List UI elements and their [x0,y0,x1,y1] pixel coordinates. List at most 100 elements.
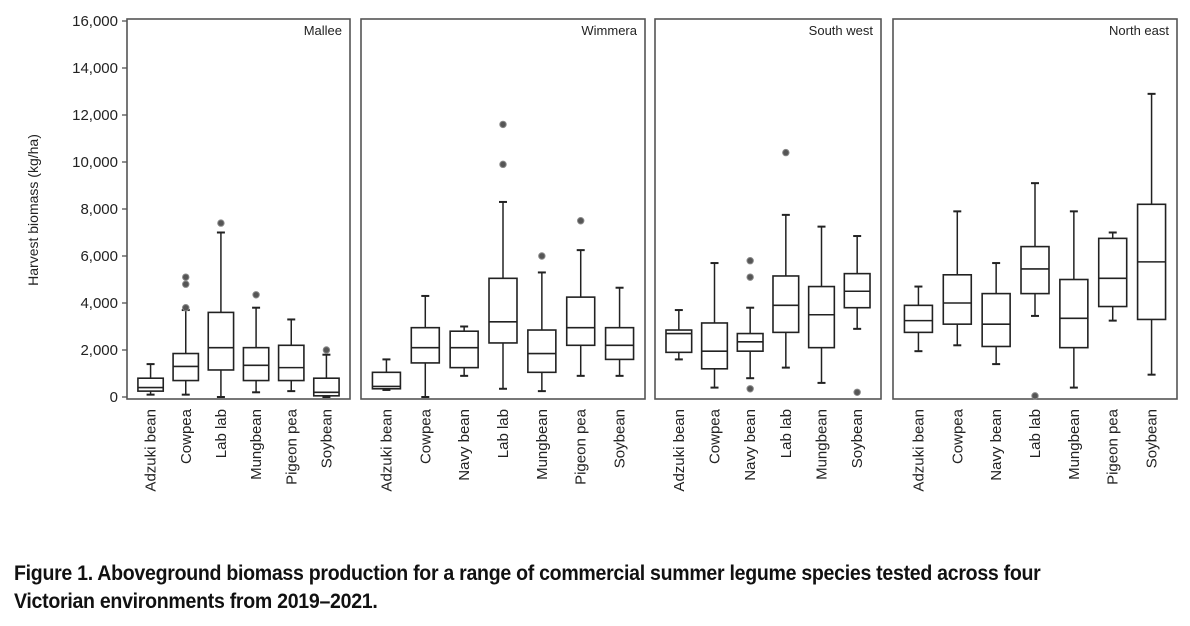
x-category-label: Adzuki bean [910,409,927,492]
x-category-label: Lab lab [495,409,512,458]
x-category-label: Cowpea [178,408,195,464]
panels: Mallee Adzuki bean Cowpea Lab lab Mungbean Pi… [126,18,1178,492]
x-category-label: Mungbean [1066,409,1083,480]
box-adzuki-bean: Adzuki bean [665,309,693,492]
box-soybean: Soybean [843,235,871,468]
x-category-label: Adzuki bean [378,409,395,492]
panel-south-west: South west Adzuki bean Cowpea Navy bean Lab … [654,18,882,492]
y-tick-label: 2,000 [80,342,118,359]
outlier-point [538,252,546,260]
outlier-point [746,385,754,393]
outlier-point [782,148,790,157]
box-cowpea: Cowpea [942,210,973,464]
box-cowpea: Cowpea [700,262,729,464]
iqr-box [242,346,270,382]
box-lab-lab: Lab lab [772,148,800,458]
panel-title: South west [809,23,874,38]
outlier-point [853,388,861,396]
box-mungbean: Mungbean [1059,210,1089,480]
box-lab-lab: Lab lab [1020,182,1050,458]
iqr-box [565,296,596,347]
iqr-box [527,329,557,374]
x-category-label: Adzuki bean [671,409,688,492]
box-mungbean: Mungbean [242,291,270,480]
y-tick-label: 4,000 [80,295,118,312]
x-category-label: Mungbean [814,409,831,480]
x-category-label: Pigeon pea [573,408,590,485]
outlier-point [746,273,754,281]
iqr-box [449,330,479,369]
box-pigeon-pea: Pigeon pea [1097,231,1128,485]
y-tick-label: 0 [110,389,118,406]
panel-frame [126,18,351,400]
x-category-label: Soybean [318,409,335,468]
iqr-box [700,322,729,370]
x-category-label: Soybean [849,409,866,468]
outlier-point [746,257,754,265]
x-category-label: Pigeon pea [1105,408,1122,485]
box-cowpea: Cowpea [172,273,200,464]
y-axis-label: Harvest biomass (kg/ha) [25,134,41,286]
iqr-box [137,377,165,392]
panel-title: North east [1109,23,1169,38]
iqr-box [312,377,340,397]
panel-frame [360,18,646,400]
iqr-box [665,329,693,354]
iqr-box [1097,237,1128,308]
y-tick-label: 8,000 [80,201,118,218]
box-mungbean: Mungbean [807,225,836,480]
outlier-point [499,160,507,169]
x-category-label: Mungbean [534,409,551,480]
panel-frame [654,18,882,400]
box-navy-bean: Navy bean [981,262,1011,481]
box-adzuki-bean: Adzuki bean [371,358,402,492]
box-soybean: Soybean [312,346,340,468]
box-adzuki-bean: Adzuki bean [137,363,165,492]
figure-caption: Figure 1. Aboveground biomass production… [14,562,1041,613]
x-category-label: Adzuki bean [143,409,160,492]
x-category-label: Cowpea [707,408,724,464]
box-navy-bean: Navy bean [449,325,479,481]
y-tick-label: 16,000 [72,13,118,30]
x-category-label: Lab lab [1027,409,1044,458]
box-lab-lab: Lab lab [207,219,235,458]
iqr-box [604,326,635,361]
outlier-point [217,219,225,227]
x-category-label: Lab lab [213,409,230,458]
panel-title: Wimmera [581,23,637,38]
x-category-label: Navy bean [988,409,1005,481]
box-adzuki-bean: Adzuki bean [903,285,934,492]
outlier-point [182,273,190,281]
outlier-point [322,346,331,354]
x-category-label: Cowpea [417,408,434,464]
outlier-point [577,217,585,225]
outlier-point [182,280,190,288]
x-category-label: Mungbean [248,409,265,480]
box-soybean: Soybean [604,286,635,468]
box-soybean: Soybean [1136,92,1167,468]
panel-mallee: Mallee Adzuki bean Cowpea Lab lab Mungbean Pi… [126,18,351,492]
x-category-label: Navy bean [742,409,759,481]
iqr-box [1020,245,1050,295]
iqr-box [488,277,518,344]
x-category-label: Lab lab [778,409,795,458]
iqr-box [807,285,836,349]
y-tick-label: 6,000 [80,248,118,265]
iqr-box [371,371,402,390]
outlier-point [499,120,507,129]
iqr-box [410,326,441,364]
iqr-box [277,344,305,382]
box-navy-bean: Navy bean [736,257,764,481]
x-category-label: Cowpea [949,408,966,464]
y-tick-label: 12,000 [72,107,118,124]
x-category-label: Soybean [612,409,629,468]
box-lab-lab: Lab lab [488,120,518,458]
iqr-box [903,304,934,334]
box-cowpea: Cowpea [410,294,441,464]
box-mungbean: Mungbean [527,252,557,480]
outlier-point [1031,392,1039,400]
y-tick-label: 10,000 [72,154,118,171]
iqr-box [772,275,800,334]
box-pigeon-pea: Pigeon pea [277,318,305,485]
panel-title: Mallee [304,23,342,38]
